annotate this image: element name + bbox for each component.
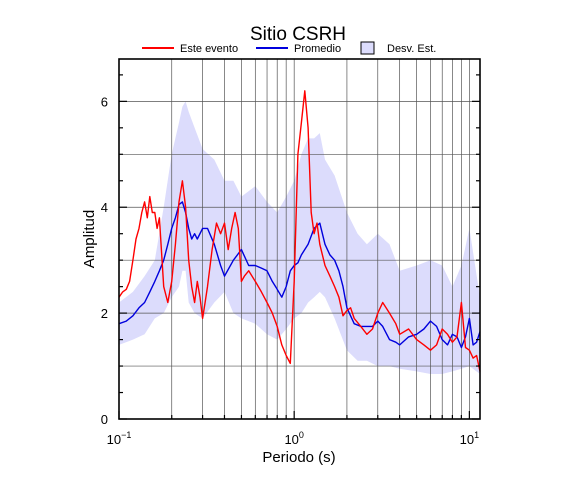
x-tick-label: 10−1 <box>107 430 132 447</box>
x-tick-label: 100 <box>284 430 303 447</box>
legend: Este evento Promedio Desv. Est. <box>142 41 436 55</box>
x-axis-label: Periodo (s) <box>262 449 335 466</box>
legend-fill-swatch <box>360 41 375 55</box>
y-tick-label: 6 <box>101 94 108 109</box>
series-line-este-evento <box>118 90 481 372</box>
legend-item: Este evento <box>142 43 238 55</box>
y-tick-label: 4 <box>101 200 108 215</box>
legend-label: Promedio <box>294 43 341 55</box>
y-axis-label: Amplitud <box>81 210 98 268</box>
legend-label: Desv. Est. <box>387 43 436 55</box>
y-tick-label: 2 <box>101 306 108 321</box>
plot-frame <box>118 58 481 420</box>
legend-item: Promedio <box>256 43 341 55</box>
legend-item: Desv. Est. <box>360 41 436 55</box>
std-dev-band <box>119 101 480 375</box>
y-tick-label: 0 <box>101 412 108 427</box>
plot-area: 10−1 100 101 0 2 4 6 <box>101 58 481 447</box>
chart-title: Sitio CSRH <box>250 24 346 45</box>
x-tick-label: 101 <box>460 430 479 447</box>
legend-label: Este evento <box>180 43 238 55</box>
